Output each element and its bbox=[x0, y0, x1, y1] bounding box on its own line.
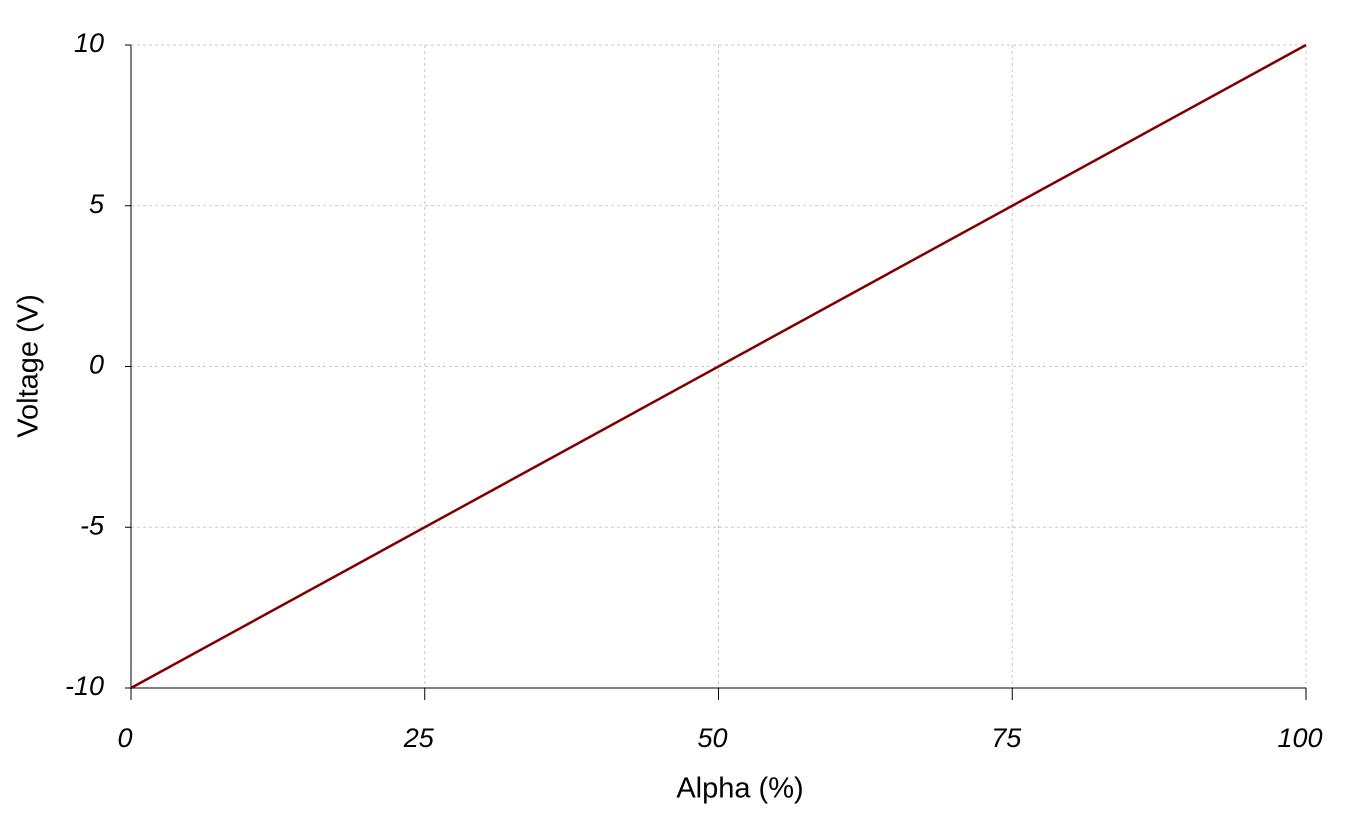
y-tick-label: -5 bbox=[80, 510, 105, 540]
y-tick-label: -10 bbox=[65, 671, 104, 701]
x-tick-label: 50 bbox=[697, 723, 727, 753]
y-tick-label: 0 bbox=[89, 350, 104, 380]
x-tick-label: 100 bbox=[1277, 723, 1322, 753]
x-tick-label: 75 bbox=[991, 723, 1022, 753]
x-axis-title: Alpha (%) bbox=[676, 773, 803, 805]
x-tick-label: 25 bbox=[403, 723, 435, 753]
x-tick-label: 0 bbox=[117, 723, 132, 753]
y-tick-label: 5 bbox=[89, 189, 105, 219]
y-axis-title: Voltage (V) bbox=[13, 294, 45, 437]
data-line bbox=[130, 43, 1307, 690]
y-tick-label: 10 bbox=[74, 28, 104, 58]
